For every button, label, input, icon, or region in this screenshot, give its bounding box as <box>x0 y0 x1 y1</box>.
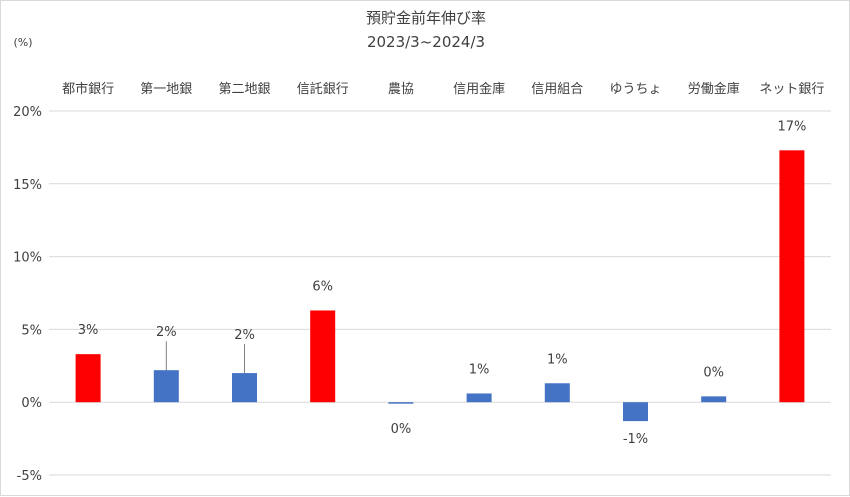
y-tick-label: 0% <box>21 396 42 411</box>
category-labels: 都市銀行 第一地銀 第二地銀 信託銀行 農協 信用金庫 信用組合 ゆうちょ 労働金庫 ネット銀行 <box>62 81 824 97</box>
y-tick-label: -5% <box>17 469 42 484</box>
bar <box>75 354 101 403</box>
category-label: 第二地銀 <box>218 82 270 97</box>
category-label: 信用金庫 <box>453 81 505 97</box>
data-labels: 3% 2% 2% 6% 0% 1% 1% -1% 0% 17% <box>78 119 807 447</box>
bar <box>466 393 492 403</box>
data-label: 6% <box>312 279 333 294</box>
data-label: 2% <box>234 328 255 343</box>
bar <box>388 402 414 404</box>
bar <box>779 150 805 403</box>
data-label: 0% <box>391 422 412 437</box>
y-tick-label: 20% <box>13 105 42 120</box>
data-label: -1% <box>623 432 648 447</box>
gridlines <box>49 110 831 476</box>
y-tick-label: 10% <box>13 251 42 266</box>
data-label: 2% <box>156 325 177 340</box>
data-label: 0% <box>703 365 724 380</box>
category-label: 労働金庫 <box>688 81 740 97</box>
category-label: ネット銀行 <box>759 82 824 97</box>
category-label: 信託銀行 <box>297 81 349 97</box>
data-label: 3% <box>78 323 99 338</box>
bar <box>544 383 570 403</box>
category-label: 都市銀行 <box>62 81 114 97</box>
bar <box>232 373 257 403</box>
chart-subtitle: 2023/3~2024/3 <box>367 33 485 51</box>
bar <box>153 370 179 403</box>
chart-title: 預貯金前年伸び率 <box>366 9 486 27</box>
category-label: ゆうちょ <box>609 82 661 97</box>
data-label: 17% <box>777 119 806 134</box>
category-label: 第一地銀 <box>140 82 192 97</box>
y-tick-label: 5% <box>21 323 42 338</box>
bars <box>75 150 805 422</box>
y-axis-tick-labels: 20% 15% 10% 5% 0% -5% <box>13 105 42 484</box>
category-label: 農協 <box>388 82 414 97</box>
bar <box>701 396 727 403</box>
y-tick-label: 15% <box>13 178 42 193</box>
data-label: 1% <box>547 352 568 367</box>
category-label: 信用組合 <box>531 82 583 97</box>
bar <box>310 310 336 403</box>
y-axis-unit-label: (%) <box>13 36 32 49</box>
data-label: 1% <box>469 362 490 377</box>
bar <box>623 402 648 422</box>
